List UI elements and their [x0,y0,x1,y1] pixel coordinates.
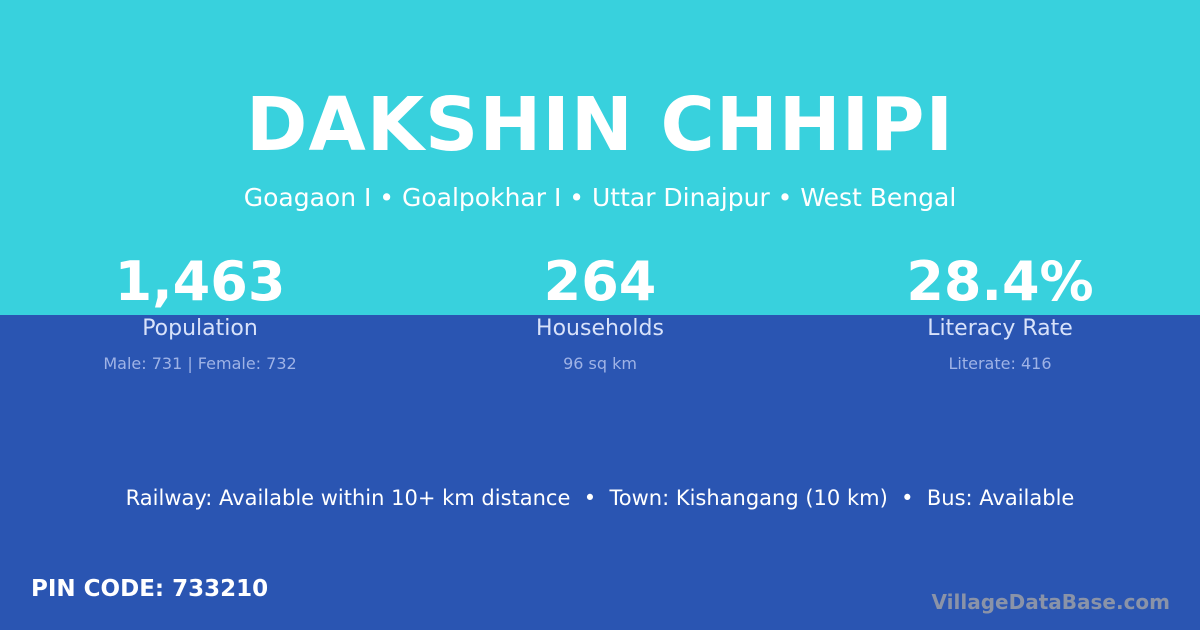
brand-watermark: VillageDataBase.com [931,590,1170,614]
stat-value: 28.4% [906,250,1094,313]
connectivity-facts: Railway: Available within 10+ km distanc… [125,486,1075,510]
stat-value: 1,463 [114,250,286,313]
stat-value: 264 [543,250,657,313]
stat-detail: 96 sq km [563,354,637,373]
header-band [0,0,1200,315]
stat-detail: Literate: 416 [948,354,1052,373]
body-band [0,315,1200,630]
pin-code: PIN CODE: 733210 [31,576,269,602]
stat-label: Households [536,316,664,341]
stat-label: Literacy Rate [927,316,1073,341]
stat-detail: Male: 731 | Female: 732 [103,354,297,373]
stat-label: Population [142,316,258,341]
village-title: DAKSHIN CHHIPI [246,82,954,168]
location-breadcrumb: Goagaon I • Goalpokhar I • Uttar Dinajpu… [243,183,957,212]
